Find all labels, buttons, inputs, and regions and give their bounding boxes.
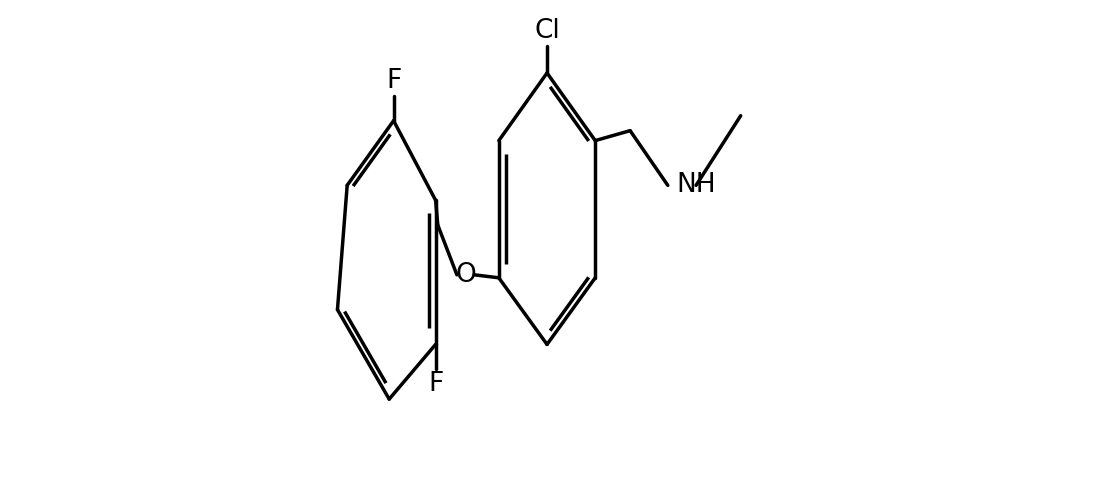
Text: NH: NH [677, 172, 716, 198]
Text: F: F [386, 68, 401, 94]
Text: O: O [455, 262, 476, 288]
Text: F: F [428, 371, 443, 397]
Text: Cl: Cl [534, 18, 560, 44]
